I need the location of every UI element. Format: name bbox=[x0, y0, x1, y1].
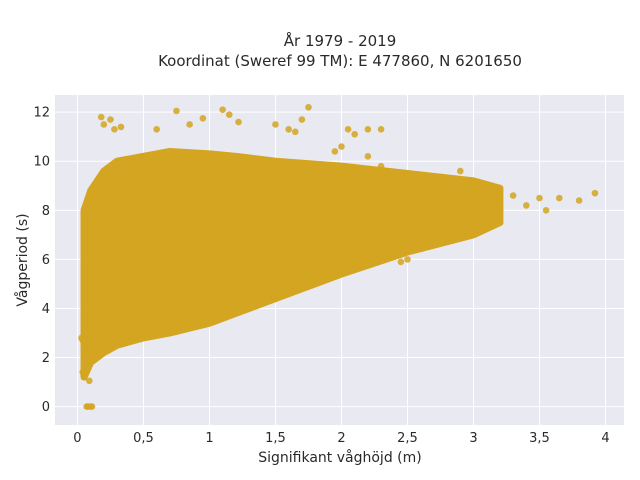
data-point bbox=[344, 126, 352, 133]
chart-title-line2: Koordinat (Sweref 99 TM): E 477860, N 62… bbox=[158, 52, 522, 70]
x-tick-label: 1 bbox=[205, 431, 213, 446]
data-point bbox=[496, 192, 504, 199]
y-tick-label: 0 bbox=[42, 400, 50, 415]
x-tick-label: 3 bbox=[469, 431, 477, 446]
data-point bbox=[225, 111, 233, 118]
data-point bbox=[536, 194, 543, 202]
data-point bbox=[404, 170, 411, 177]
data-point bbox=[186, 121, 193, 128]
data-point bbox=[556, 194, 563, 202]
dense-point-cloud bbox=[80, 147, 504, 381]
y-tick-label: 4 bbox=[42, 302, 50, 317]
data-point bbox=[285, 126, 292, 133]
data-point bbox=[377, 126, 385, 133]
data-point bbox=[272, 121, 279, 128]
data-point bbox=[78, 334, 85, 342]
x-tick-label: 1,5 bbox=[265, 431, 286, 446]
x-axis-label: Signifikant våghöjd (m) bbox=[258, 449, 421, 466]
data-point bbox=[199, 115, 207, 122]
data-point bbox=[397, 258, 405, 266]
data-point bbox=[107, 116, 114, 123]
data-point bbox=[591, 189, 599, 197]
data-point bbox=[338, 143, 345, 150]
data-point bbox=[219, 106, 226, 114]
data-point bbox=[331, 148, 339, 155]
data-point bbox=[80, 339, 88, 347]
data-point bbox=[117, 123, 125, 131]
data-point bbox=[483, 221, 491, 229]
data-point bbox=[79, 368, 87, 376]
data-point bbox=[100, 121, 108, 128]
data-point bbox=[298, 116, 306, 123]
x-tick-label: 2 bbox=[337, 431, 345, 446]
data-point bbox=[111, 126, 118, 133]
data-point bbox=[456, 231, 464, 239]
x-tick-label: 0,5 bbox=[133, 431, 154, 446]
data-point bbox=[509, 192, 517, 199]
y-tick-label: 10 bbox=[33, 155, 50, 170]
data-points bbox=[78, 103, 599, 410]
data-point bbox=[523, 202, 530, 209]
y-tick-label: 2 bbox=[42, 351, 50, 366]
chart-title-line1: År 1979 - 2019 bbox=[284, 31, 397, 50]
data-point bbox=[351, 130, 358, 138]
data-point bbox=[456, 167, 464, 175]
data-point bbox=[364, 126, 372, 133]
data-point bbox=[423, 175, 431, 182]
data-point bbox=[364, 153, 372, 160]
data-point bbox=[88, 403, 96, 410]
data-point bbox=[542, 207, 550, 214]
y-tick-label: 12 bbox=[33, 106, 50, 121]
x-tick-label: 3,5 bbox=[529, 431, 550, 446]
data-point bbox=[86, 377, 93, 385]
x-tick-label: 0 bbox=[73, 431, 81, 446]
data-point bbox=[305, 103, 312, 111]
x-tick-labels: 0 0,5 1 1,5 2 2,5 3 3,5 4 bbox=[73, 431, 609, 446]
y-tick-label: 6 bbox=[42, 253, 50, 268]
data-point bbox=[173, 107, 180, 115]
y-axis-label: Vågperiod (s) bbox=[14, 213, 31, 306]
data-point bbox=[430, 236, 438, 244]
data-point bbox=[377, 162, 385, 170]
data-point bbox=[235, 118, 242, 126]
y-tick-label: 8 bbox=[42, 204, 50, 219]
y-tick-labels: 0 2 4 6 8 10 12 bbox=[33, 106, 50, 415]
data-point bbox=[470, 211, 477, 219]
data-point bbox=[153, 126, 160, 133]
x-tick-label: 4 bbox=[601, 431, 609, 446]
data-point bbox=[404, 256, 411, 263]
x-tick-label: 2,5 bbox=[397, 431, 418, 446]
data-point bbox=[575, 197, 583, 204]
data-point bbox=[291, 128, 299, 136]
data-point bbox=[437, 177, 444, 185]
data-point bbox=[470, 177, 477, 185]
data-point bbox=[97, 113, 105, 121]
